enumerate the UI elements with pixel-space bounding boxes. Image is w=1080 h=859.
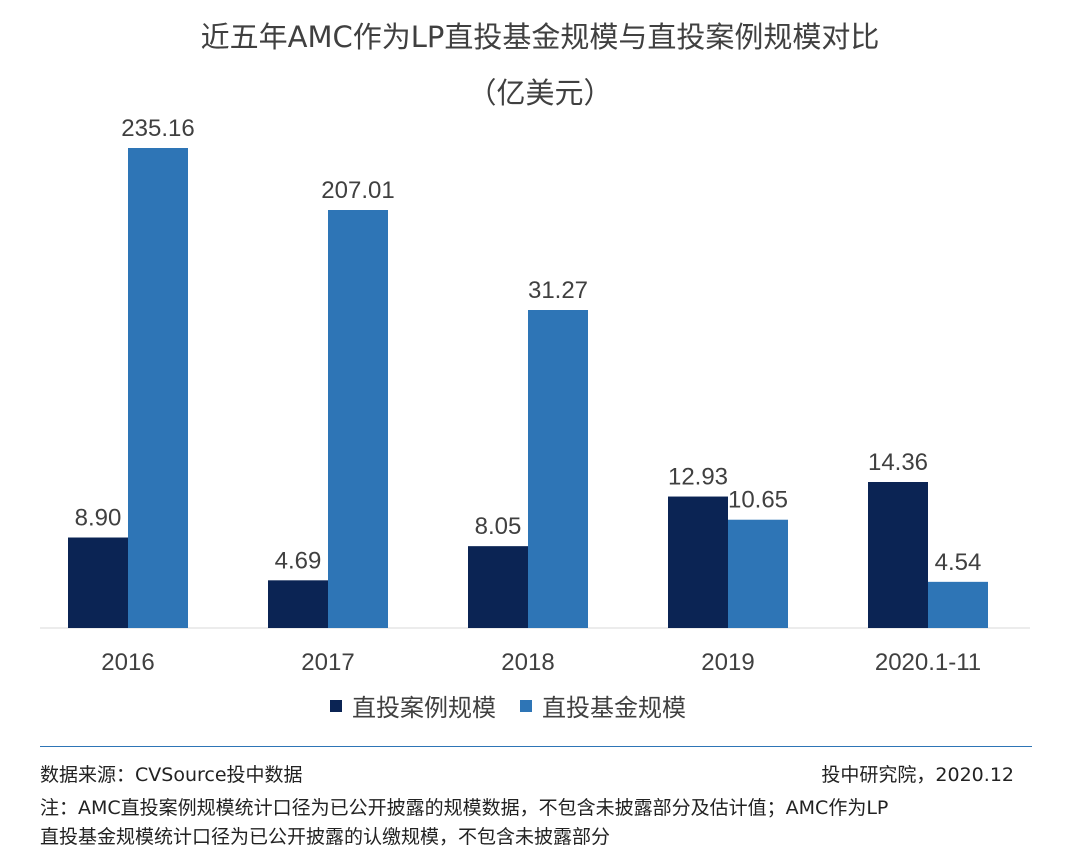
- bar-funds: [928, 581, 988, 628]
- chart-title: 近五年AMC作为LP直投基金规模与直投案例规模对比: [200, 20, 880, 54]
- footnote-line-1: 注：AMC直投案例规模统计口径为已公开披露的规模数据，不包含未披露部分及估计值；…: [40, 797, 889, 819]
- data-label: 207.01: [321, 177, 394, 204]
- data-label: 4.69: [275, 547, 322, 574]
- x-tick-label: 2016: [101, 649, 154, 676]
- footnote-line-2: 直投基金规模统计口径为已公开披露的认缴规模，不包含未披露部分: [40, 826, 611, 848]
- x-tick-label: 2017: [301, 649, 354, 676]
- legend-swatch-funds: [520, 699, 532, 712]
- bar-cases: [668, 496, 728, 628]
- bar-funds: [528, 310, 588, 628]
- bar-cases: [268, 580, 328, 628]
- legend-label-cases: 直投案例规模: [352, 694, 496, 722]
- publisher-date: 投中研究院，2020.12: [821, 764, 1014, 786]
- data-label: 8.05: [475, 513, 522, 540]
- x-tick-label: 2019: [701, 649, 754, 676]
- data-label: 235.16: [121, 115, 194, 142]
- legend-swatch-cases: [330, 699, 342, 712]
- chart-legend: 直投案例规模 直投基金规模: [330, 688, 710, 723]
- bar-funds: [728, 519, 788, 628]
- data-label: 12.93: [668, 464, 728, 491]
- bar-cases: [468, 546, 528, 628]
- x-tick-label: 2020.1-11: [875, 649, 981, 676]
- data-label: 8.90: [75, 505, 122, 532]
- bar-funds: [328, 210, 388, 628]
- legend-label-funds: 直投基金规模: [542, 694, 686, 722]
- bar-funds: [128, 148, 188, 628]
- data-source: 数据来源：CVSource投中数据: [40, 764, 303, 786]
- legend-item-cases: 直投案例规模: [330, 688, 496, 723]
- data-label: 4.54: [935, 549, 982, 576]
- x-tick-label: 2018: [501, 649, 554, 676]
- chart-subtitle: （亿美元）: [467, 76, 613, 110]
- data-label: 31.27: [528, 277, 588, 304]
- footer-divider: [40, 746, 1032, 747]
- data-label: 10.65: [728, 487, 788, 514]
- bar-cases: [68, 537, 128, 628]
- legend-item-funds: 直投基金规模: [520, 688, 686, 723]
- data-label: 14.36: [868, 449, 928, 476]
- bar-cases: [868, 482, 928, 628]
